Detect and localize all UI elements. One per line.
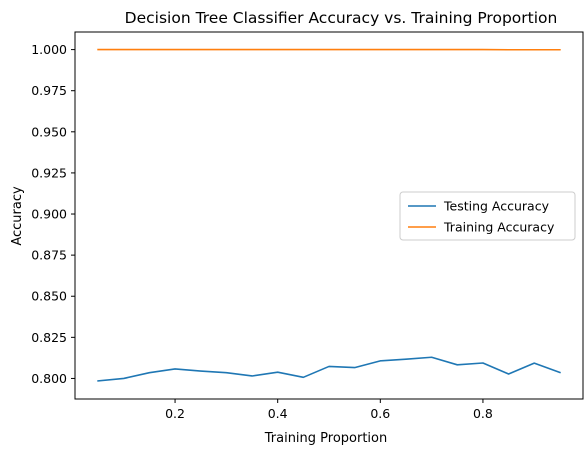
y-tick-label: 1.000 — [31, 42, 67, 57]
y-tick-label: 0.950 — [31, 124, 67, 139]
legend-box — [399, 191, 576, 241]
y-tick-label: 0.925 — [31, 165, 67, 180]
y-tick-label: 0.900 — [31, 207, 67, 222]
legend-label: Training Accuracy — [443, 220, 555, 235]
plot-area — [74, 31, 584, 400]
x-tick-label: 0.2 — [165, 406, 185, 421]
y-tick-label: 0.800 — [31, 371, 67, 386]
x-tick-label: 0.8 — [473, 406, 493, 421]
y-tick-label: 0.850 — [31, 289, 67, 304]
y-axis-label: Accuracy — [10, 186, 25, 246]
legend-label: Testing Accuracy — [443, 199, 550, 214]
series-layer — [97, 48, 561, 382]
chart-title: Decision Tree Classifier Accuracy vs. Tr… — [125, 9, 558, 27]
x-tick-label: 0.4 — [268, 406, 288, 421]
series-line-testing-accuracy — [97, 356, 561, 382]
y-tick-label: 0.975 — [31, 83, 67, 98]
legend: Testing Accuracy Training Accuracy — [399, 191, 576, 241]
x-axis: 0.2 0.4 0.6 0.8 — [165, 399, 493, 421]
y-tick-label: 0.875 — [31, 248, 67, 263]
x-tick-label: 0.6 — [370, 406, 390, 421]
y-axis: 0.800 0.825 0.850 0.875 0.900 0.925 0.950 0.975… — [31, 42, 75, 386]
x-axis-label: Training Proportion — [264, 431, 388, 446]
y-tick-label: 0.825 — [31, 330, 67, 345]
